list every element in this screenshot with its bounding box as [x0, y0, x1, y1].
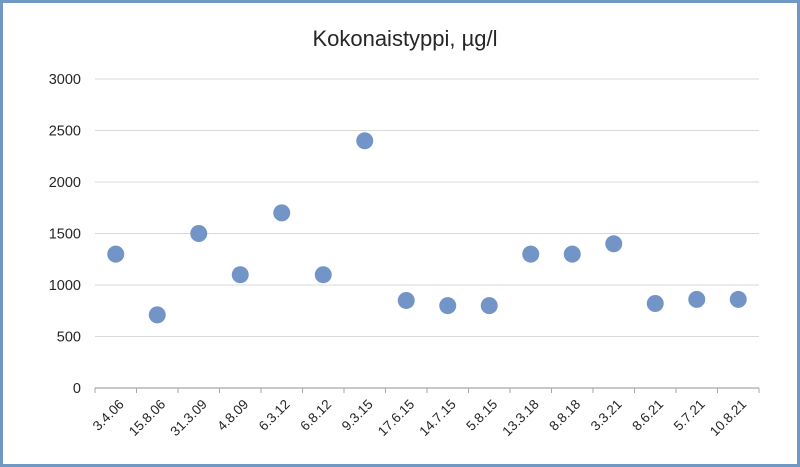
x-tick-label: 10.8.21 — [707, 397, 749, 439]
x-tick-label: 8.6.21 — [629, 397, 666, 434]
data-point — [605, 235, 623, 253]
x-axis — [94, 387, 760, 393]
data-point — [107, 245, 125, 263]
data-point — [522, 245, 540, 263]
data-point — [273, 204, 291, 222]
data-point — [231, 266, 249, 284]
data-point — [563, 245, 581, 263]
data-point — [480, 297, 498, 315]
y-tick-label: 1500 — [49, 227, 81, 243]
data-point — [397, 291, 415, 309]
data-point — [148, 306, 166, 324]
data-point — [729, 290, 747, 308]
y-tick-label: 3000 — [49, 72, 81, 88]
x-tick-label: 6.8.12 — [297, 397, 334, 434]
data-point — [356, 132, 374, 150]
y-tick-label: 2000 — [49, 175, 81, 191]
y-tick-label: 1000 — [49, 278, 81, 294]
x-tick-label: 17.6.15 — [375, 397, 417, 439]
data-point — [439, 297, 457, 315]
data-point — [646, 295, 664, 313]
x-tick-label: 14.7.15 — [416, 397, 458, 439]
scatter-chart: Kokonaistyppi, µg/l 0 500 1000 1500 2000 2500… — [49, 26, 760, 439]
x-tick-label: 3.3.21 — [588, 397, 625, 434]
data-points — [107, 132, 747, 324]
x-tick-label: 31.3.09 — [167, 397, 209, 439]
x-tick-label: 3.4.06 — [90, 397, 127, 434]
x-tick-label: 4.8.09 — [214, 397, 251, 434]
x-tick-label: 6.3.12 — [256, 397, 293, 434]
y-axis-labels: 0 500 1000 1500 2000 2500 3000 — [49, 72, 81, 397]
data-point — [190, 225, 208, 242]
x-tick-label: 8.8.18 — [546, 397, 583, 434]
x-tick-label: 15.8.06 — [126, 397, 168, 439]
y-tick-label: 500 — [57, 330, 81, 346]
y-tick-label: 0 — [73, 381, 81, 397]
chart-title: Kokonaistyppi, µg/l — [312, 26, 497, 51]
x-tick-label: 9.3.15 — [339, 397, 376, 434]
data-point — [314, 266, 332, 284]
x-axis-labels: 3.4.06 15.8.06 31.3.09 4.8.09 6.3.12 6.8.12 9.… — [90, 397, 750, 439]
data-point — [688, 290, 706, 308]
x-tick-label: 13.3.18 — [499, 397, 541, 439]
x-tick-label: 5.7.21 — [671, 397, 708, 434]
y-tick-label: 2500 — [49, 124, 81, 140]
x-tick-label: 5.8.15 — [463, 397, 500, 434]
